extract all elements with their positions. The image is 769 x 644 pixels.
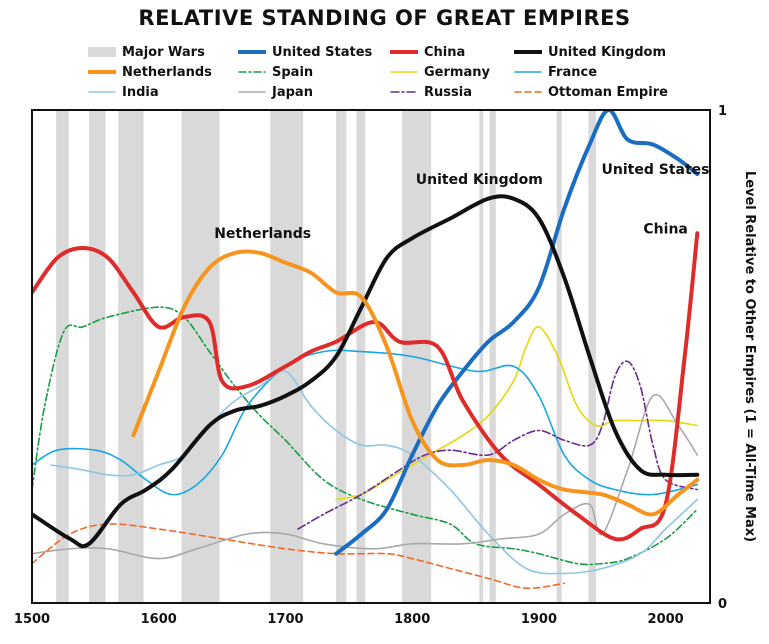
- legend-swatch: [88, 70, 116, 74]
- legend-item-russia: Russia: [390, 82, 472, 102]
- x-tick-label: 1900: [521, 612, 557, 627]
- plot-frame: [31, 109, 711, 604]
- series-line-united-states: [334, 110, 700, 556]
- legend-swatch: [238, 91, 266, 93]
- war-band: [556, 110, 562, 603]
- war-band: [89, 110, 106, 603]
- legend-item-india: India: [88, 82, 159, 102]
- x-tick-label: 1700: [267, 612, 303, 627]
- series-line-netherlands: [131, 249, 700, 517]
- annotation-united-kingdom: United Kingdom: [416, 172, 543, 188]
- legend-label: Major Wars: [122, 44, 205, 60]
- legend-label: United States: [272, 44, 373, 60]
- y-axis-label: Level Relative to Other Empires (1 = All…: [742, 171, 757, 542]
- legend-swatch: [390, 71, 418, 73]
- annotation-united-states: United States: [602, 162, 710, 178]
- legend-swatch: [390, 91, 418, 93]
- series-line-china: [32, 231, 700, 542]
- legend-item-netherlands: Netherlands: [88, 62, 212, 82]
- war-band: [402, 110, 432, 603]
- war-band: [479, 110, 484, 603]
- war-band: [56, 110, 69, 603]
- annotation-china: China: [643, 221, 687, 237]
- legend-label: United Kingdom: [548, 44, 667, 60]
- series-line-ottoman-empire: [32, 523, 566, 590]
- war-band: [118, 110, 144, 603]
- series-line-france: [32, 349, 699, 496]
- legend-item-germany: Germany: [390, 62, 490, 82]
- legend-item-china: China: [390, 42, 465, 62]
- legend-label: India: [122, 84, 159, 100]
- legend-label: Japan: [272, 84, 313, 100]
- x-tick-label: 1500: [14, 612, 50, 627]
- chart-title: RELATIVE STANDING OF GREAT EMPIRES: [138, 6, 631, 30]
- war-band: [489, 110, 496, 603]
- annotation-netherlands: Netherlands: [214, 226, 311, 242]
- x-tick-label: 1600: [141, 612, 177, 627]
- war-band: [356, 110, 366, 603]
- legend-item-ottoman-empire: Ottoman Empire: [514, 82, 668, 102]
- legend-item-france: France: [514, 62, 597, 82]
- legend-label: Russia: [424, 84, 472, 100]
- series-line-india: [50, 369, 699, 575]
- legend-swatch: [88, 47, 116, 57]
- legend-label: Germany: [424, 64, 490, 80]
- legend-swatch: [88, 91, 116, 93]
- legend-item-united-states: United States: [238, 42, 372, 62]
- legend-label: France: [548, 64, 598, 80]
- x-tick-label: 1800: [394, 612, 430, 627]
- series-line-russia: [297, 360, 699, 530]
- legend-swatch: [514, 50, 542, 54]
- series-line-spain: [32, 306, 699, 566]
- x-tick-label: 2000: [648, 612, 684, 627]
- legend-item-spain: Spain: [238, 62, 313, 82]
- legend-item-major-wars: Major Wars: [88, 42, 205, 62]
- legend-item-japan: Japan: [238, 82, 313, 102]
- legend-swatch: [390, 50, 418, 54]
- legend-item-united-kingdom: United Kingdom: [514, 42, 666, 62]
- legend-label: Ottoman Empire: [548, 84, 668, 100]
- war-band: [588, 110, 596, 603]
- series-line-japan: [32, 393, 699, 560]
- y-tick-label: 1: [718, 104, 727, 119]
- legend-swatch: [514, 91, 542, 93]
- y-tick-label: 0: [718, 597, 727, 612]
- legend-swatch: [514, 71, 542, 73]
- legend-swatch: [238, 71, 266, 73]
- legend-label: Spain: [272, 64, 314, 80]
- legend-swatch: [238, 50, 266, 54]
- war-band: [270, 110, 304, 603]
- legend-label: China: [424, 44, 466, 60]
- war-band: [336, 110, 347, 603]
- legend-label: Netherlands: [122, 64, 212, 80]
